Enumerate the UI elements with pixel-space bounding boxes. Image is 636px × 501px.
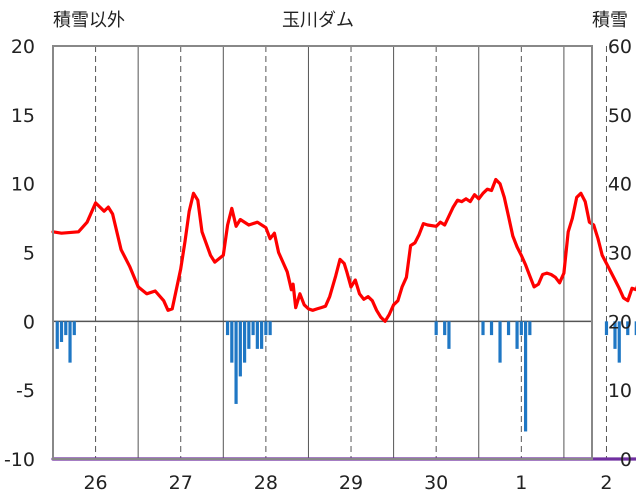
right-tick-label: 60: [608, 36, 632, 58]
precipitation-bar: [519, 321, 523, 336]
left-tick-label: 10: [11, 174, 35, 196]
precipitation-bar: [443, 321, 447, 336]
right-tick-label: 40: [608, 174, 632, 196]
precipitation-bar: [506, 321, 511, 336]
precipitation-bar: [247, 321, 251, 349]
left-axis-label: 積雪以外: [53, 10, 125, 31]
x-tick-label: 2: [600, 472, 612, 494]
x-tick-label: 27: [169, 472, 193, 494]
chart-title: 玉川ダム: [282, 10, 354, 31]
precipitation-bar: [264, 321, 268, 336]
precipitation-bar: [230, 321, 234, 363]
precipitation-bar: [260, 321, 264, 349]
x-tick-label: 26: [83, 472, 107, 494]
precipitation-bar: [613, 321, 617, 349]
right-tick-label: 0: [620, 449, 632, 471]
precipitation-bar: [59, 321, 64, 342]
left-tick-label: 20: [11, 36, 35, 58]
plot-area: [51, 177, 636, 461]
precipitation-bar: [242, 321, 247, 363]
precipitation-bar: [225, 321, 230, 336]
x-tick-label: 30: [424, 472, 448, 494]
x-tick-label: 28: [254, 472, 278, 494]
x-tick-label: 1: [515, 472, 527, 494]
precipitation-bar: [515, 321, 519, 349]
precipitation-bar: [255, 321, 259, 349]
precipitation-bar: [72, 321, 76, 336]
left-tick-label: -10: [4, 449, 35, 471]
precipitation-bar: [498, 321, 502, 363]
precipitation-bar: [489, 321, 494, 336]
plot-frame: [52, 45, 593, 460]
precipitation-bar: [481, 321, 485, 336]
precipitation-bar: [617, 321, 621, 363]
precipitation-bar: [251, 321, 255, 336]
precipitation-bar: [238, 321, 242, 377]
precipitation-bar: [68, 321, 72, 363]
precipitation-bar: [604, 321, 609, 336]
temperature-line: [51, 177, 636, 323]
precipitation-bar: [64, 321, 68, 336]
precipitation-bar: [626, 321, 630, 336]
x-tick-label: 29: [339, 472, 363, 494]
precipitation-bar: [634, 321, 636, 336]
right-tick-label: 30: [608, 243, 632, 265]
grid-lines: [53, 46, 607, 459]
precipitation-bar: [528, 321, 532, 336]
right-axis-label: 積雪: [592, 10, 628, 31]
precipitation-bar: [447, 321, 451, 349]
precipitation-bar: [55, 321, 59, 349]
left-tick-label: -5: [16, 380, 35, 402]
snow-depth-line: [51, 457, 636, 461]
precipitation-bar: [234, 321, 238, 404]
left-tick-label: 15: [11, 105, 35, 127]
left-tick-label: 5: [23, 243, 35, 265]
right-tick-label: 50: [608, 105, 632, 127]
precipitation-bar: [523, 321, 528, 432]
right-tick-label: 20: [608, 311, 632, 333]
left-tick-label: 0: [23, 311, 35, 333]
axes: 20151050-5-10605040302010026272829301234…: [4, 36, 632, 494]
precipitation-bar: [268, 321, 272, 336]
right-tick-label: 10: [608, 380, 632, 402]
precipitation-bar: [434, 321, 438, 336]
